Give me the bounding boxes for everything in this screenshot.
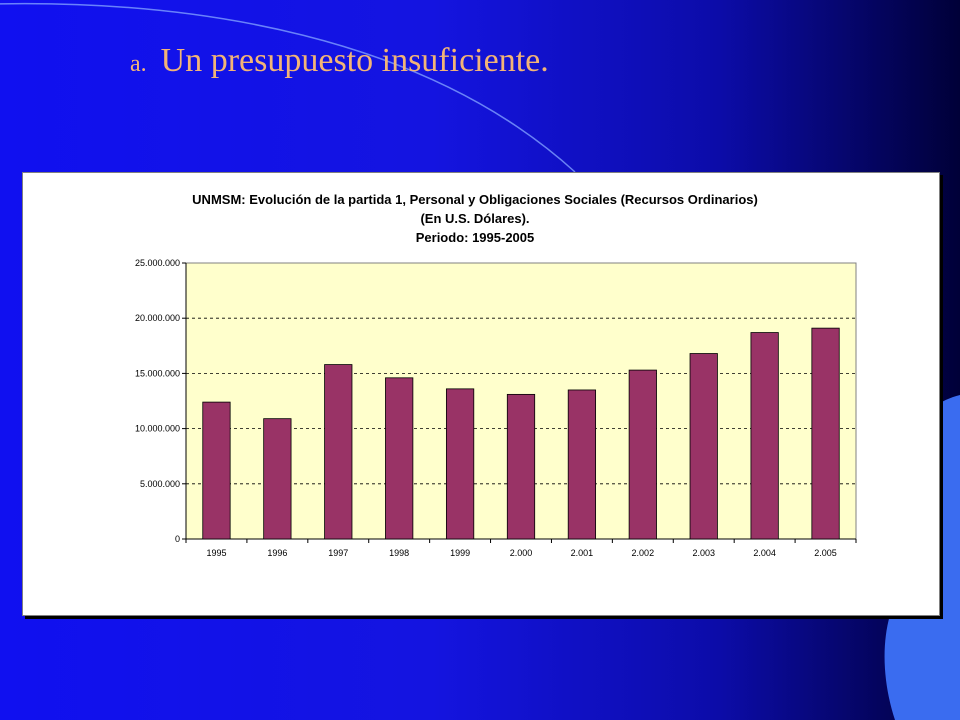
x-tick-label: 2.003 — [692, 548, 715, 558]
bar-chart: UNMSM: Evolución de la partida 1, Person… — [135, 192, 857, 558]
y-tick-label: 25.000.000 — [135, 258, 180, 268]
x-tick-label: 2.002 — [632, 548, 655, 558]
x-tick-label: 1996 — [267, 548, 287, 558]
x-tick-label: 2.000 — [510, 548, 533, 558]
x-tick-label: 2.005 — [814, 548, 837, 558]
x-tick-label: 1995 — [206, 548, 226, 558]
bar-2.005 — [811, 327, 840, 540]
chart-title-line: (En U.S. Dólares). — [420, 211, 529, 226]
x-tick-label: 1997 — [328, 548, 348, 558]
y-tick-label: 20.000.000 — [135, 313, 180, 323]
chart-title-line: UNMSM: Evolución de la partida 1, Person… — [192, 192, 758, 207]
bar-1996 — [263, 418, 292, 540]
slide-heading: a. Un presupuesto insuficiente. — [130, 42, 549, 80]
y-tick-label: 5.000.000 — [140, 479, 180, 489]
heading-text: Un presupuesto insuficiente. — [160, 42, 549, 79]
chart-frame: UNMSM: Evolución de la partida 1, Person… — [22, 172, 940, 616]
x-tick-label: 1998 — [389, 548, 409, 558]
bar-2.004 — [750, 332, 779, 540]
swoosh-arc — [0, 2, 576, 173]
heading-marker: a. — [130, 51, 147, 77]
bar-1999 — [445, 388, 475, 540]
y-tick-label: 15.000.000 — [135, 368, 180, 378]
x-tick-label: 2.004 — [753, 548, 776, 558]
bar-1998 — [385, 377, 414, 540]
chart-title-line: Periodo: 1995-2005 — [416, 230, 535, 245]
bar-2.001 — [567, 389, 597, 540]
bar-2.000 — [506, 393, 536, 540]
bar-2.003 — [689, 353, 718, 540]
x-tick-label: 2.001 — [571, 548, 594, 558]
bar-1997 — [324, 364, 353, 540]
y-tick-label: 10.000.000 — [135, 424, 180, 434]
bar-2.002 — [628, 369, 657, 540]
x-tick-label: 1999 — [450, 548, 470, 558]
y-tick-label: 0 — [175, 534, 180, 544]
bar-1995 — [202, 401, 231, 540]
